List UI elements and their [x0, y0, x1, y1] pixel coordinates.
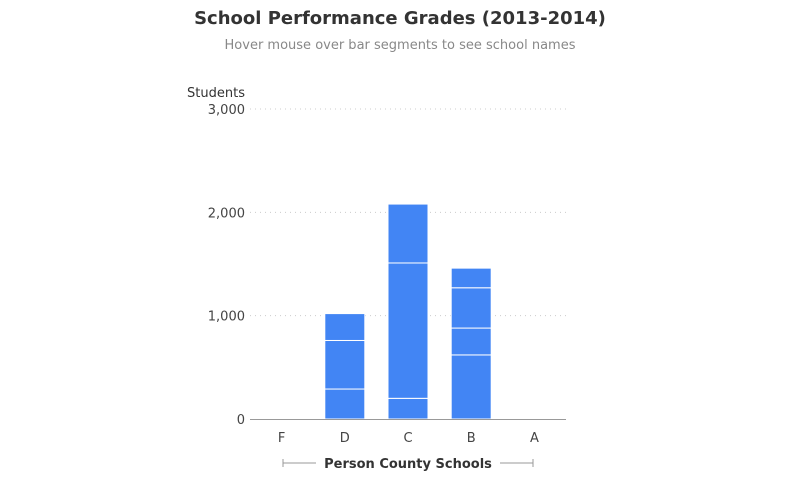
axes: 0 1,000 2,000 3,000 F D C B A: [208, 103, 566, 446]
y-tick-label: 3,000: [208, 103, 245, 118]
y-tick-label: 0: [237, 413, 245, 428]
x-tick-label: C: [403, 431, 412, 446]
bar-segment: [387, 397, 429, 420]
x-tick-label: A: [530, 431, 539, 446]
chart-title: School Performance Grades (2013-2014): [194, 8, 606, 29]
y-tick-label: 1,000: [208, 310, 245, 325]
chart-subtitle: Hover mouse over bar segments to see sch…: [224, 38, 576, 53]
y-axis-title: Students: [187, 86, 245, 101]
y-tick-label: 2,000: [208, 206, 245, 221]
x-axis-title: Person County Schools: [324, 457, 492, 472]
x-tick-label: F: [278, 431, 285, 446]
x-tick-label: B: [467, 431, 476, 446]
bars: [324, 203, 492, 420]
bar-segment: [450, 354, 492, 420]
bar-segment: [324, 388, 366, 420]
bar-segment: [450, 287, 492, 329]
x-tick-label: D: [340, 431, 350, 446]
bar-segment: [324, 313, 366, 341]
bar-segment: [450, 327, 492, 356]
bar-segment: [450, 267, 492, 289]
bar-segment: [387, 262, 429, 399]
bar-segment: [324, 339, 366, 390]
x-axis-title-group: Person County Schools: [282, 457, 534, 472]
bar-segment: [387, 203, 429, 264]
